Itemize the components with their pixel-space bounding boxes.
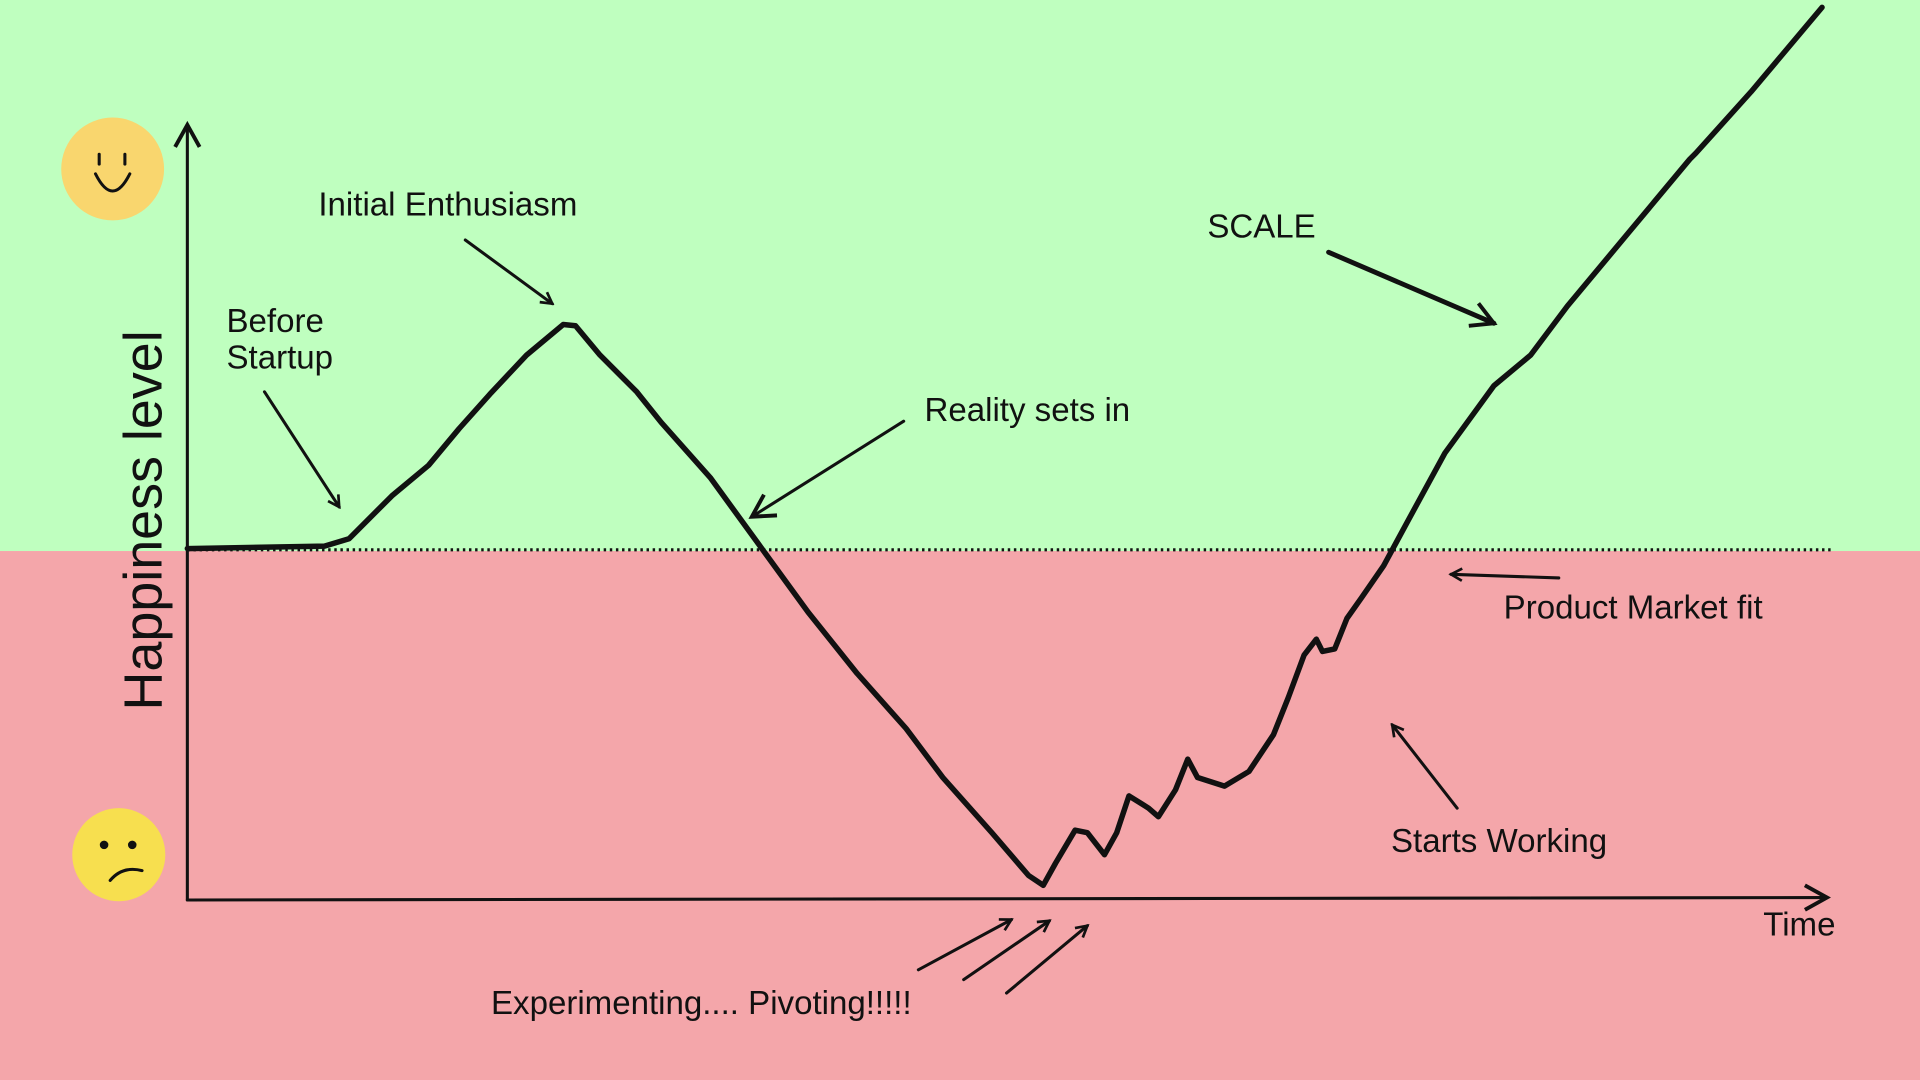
mouth [93,172,132,193]
happiness-curve [184,4,1825,889]
arrow [916,918,1011,972]
arrow [748,419,906,519]
eye [127,840,137,850]
arrow [1451,574,1561,578]
arrow [463,238,552,304]
annotation: Product Market fit [1504,589,1763,626]
face [72,808,166,902]
annotation: Experimenting.... Pivoting!!!!! [491,985,912,1022]
mouth [108,867,144,882]
arrow [1326,249,1498,328]
x-axis [185,883,1831,912]
sad-face [72,808,166,902]
negative-zone [0,551,1920,1080]
face [61,117,165,221]
annotation-line: Before [227,303,324,340]
arrow [962,921,1050,982]
arrow [262,390,341,507]
y-axis-label: Happiness level [114,330,174,710]
annotation-line: Startup [227,340,334,377]
annotation: Starts Working [1391,823,1607,860]
annotation: Initial Enthusiasm [318,187,577,224]
annotation: Reality sets in [924,392,1130,429]
annotation: Before Startup [227,303,334,377]
eye [99,840,109,850]
x-axis-label: Time [1763,907,1835,944]
arrow [1005,926,1088,995]
annotation: SCALE [1207,209,1315,246]
positive-zone [0,0,1920,552]
arrow [1392,725,1459,810]
happy-face [61,117,165,221]
